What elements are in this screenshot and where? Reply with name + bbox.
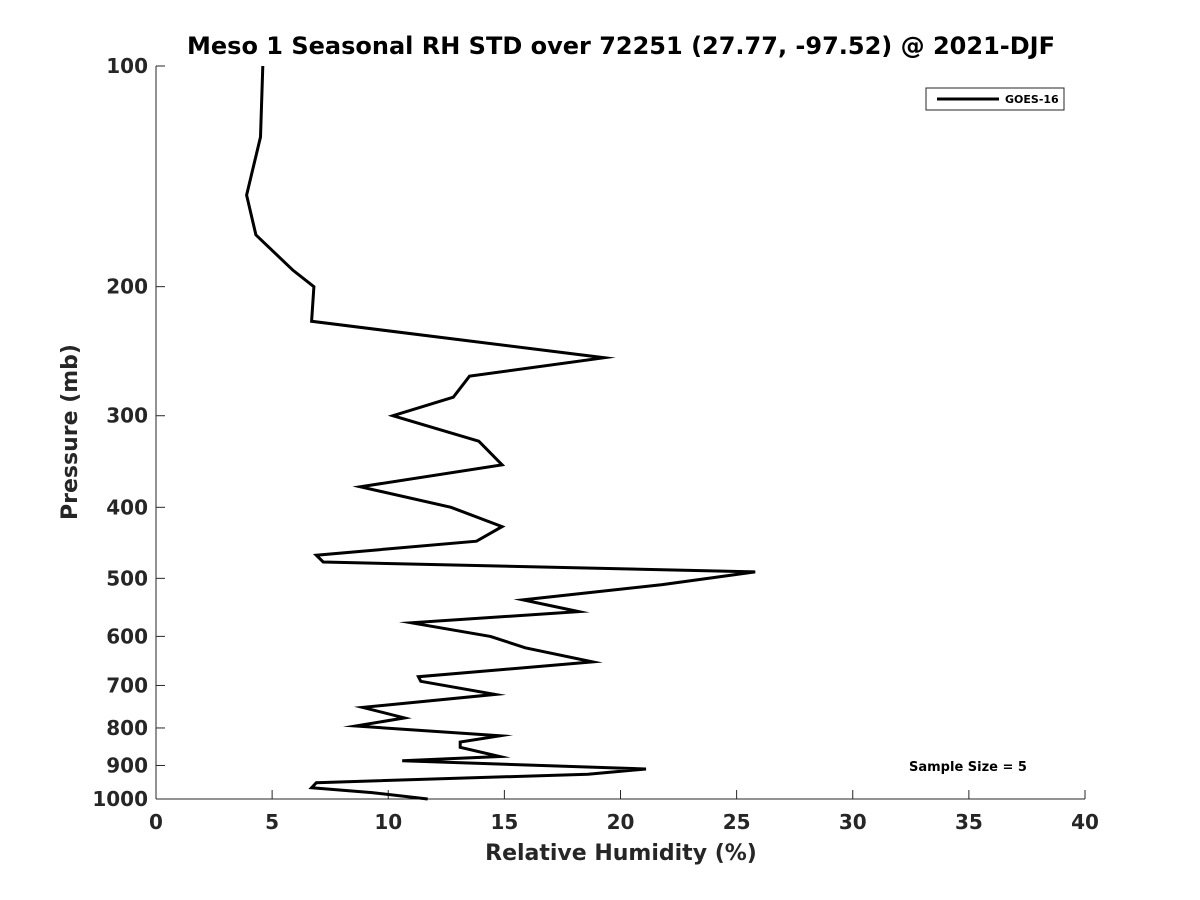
chart-title: Meso 1 Seasonal RH STD over 72251 (27.77…: [187, 32, 1055, 60]
y-tick-label: 500: [106, 566, 148, 590]
sample-size-annotation: Sample Size = 5: [909, 760, 1027, 775]
x-tick-label: 40: [1071, 810, 1099, 834]
x-tick-label: 25: [723, 810, 751, 834]
y-tick-label: 200: [106, 275, 148, 299]
x-axis-label: Relative Humidity (%): [485, 841, 757, 866]
x-tick-label: 5: [265, 810, 279, 834]
y-axis-label: Pressure (mb): [58, 344, 83, 520]
legend-label-goes-16: GOES-16: [1005, 93, 1059, 106]
x-tick-label: 10: [374, 810, 402, 834]
x-tick-label: 0: [149, 810, 163, 834]
y-tick-label: 1000: [92, 787, 148, 811]
y-tick-label: 700: [106, 673, 148, 697]
axes: 0 5 10 15 20 25 30 35 40 100 200 300 400 500 600 700 800…: [92, 54, 1099, 834]
x-tick-label: 15: [490, 810, 518, 834]
x-tick-label: 20: [607, 810, 635, 834]
x-tick-label: 30: [839, 810, 867, 834]
y-tick-label: 100: [106, 54, 148, 78]
plot-area: [245, 65, 756, 801]
y-tick-label: 900: [106, 753, 148, 777]
x-tick-label: 35: [955, 810, 983, 834]
y-tick-label: 600: [106, 624, 148, 648]
y-tick-label: 800: [106, 716, 148, 740]
series-line-goes-16: [245, 65, 756, 801]
y-tick-label: 300: [106, 404, 148, 428]
legend: GOES-16: [925, 87, 1065, 111]
y-tick-label: 400: [106, 495, 148, 519]
